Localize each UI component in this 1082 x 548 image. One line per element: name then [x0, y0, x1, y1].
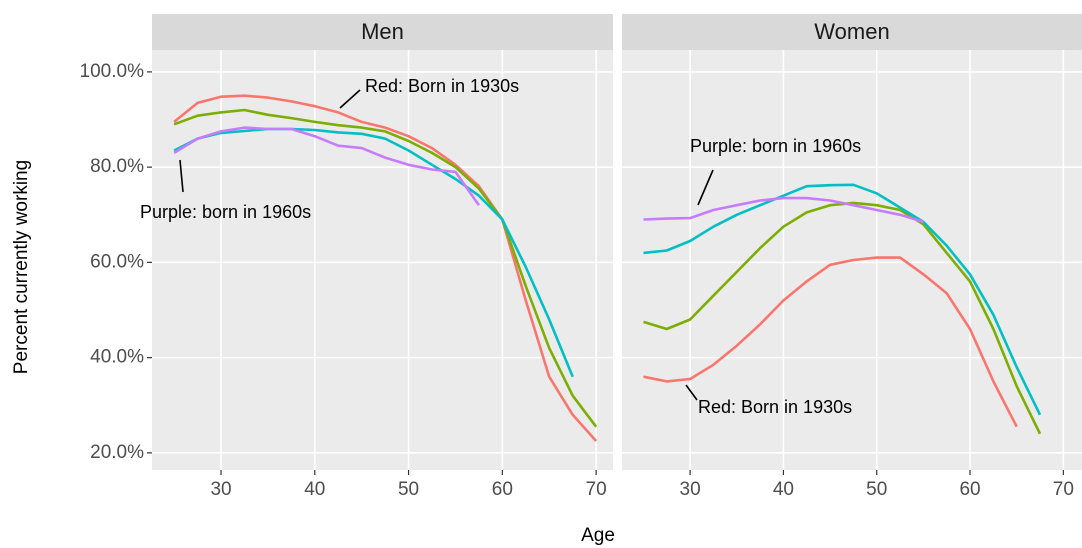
- panel-title: Women: [814, 19, 889, 44]
- annotation-pointer: [339, 89, 361, 109]
- annotation-pointer: [179, 159, 184, 193]
- x-tick-label: 60: [959, 479, 980, 500]
- x-tick-label: 30: [210, 479, 231, 500]
- annotation: Purple: born in 1960s: [140, 202, 311, 222]
- x-tick-label: 50: [398, 479, 419, 500]
- annotation-pointer: [685, 384, 698, 401]
- x-tick-label: 40: [773, 479, 794, 500]
- annotation-pointer: [697, 169, 714, 206]
- annotation: Purple: born in 1960s: [690, 136, 861, 156]
- line: [173, 108, 598, 428]
- y-tick-label: 60.0%: [90, 251, 144, 272]
- x-tick-label: 70: [1053, 479, 1074, 500]
- line: [173, 127, 574, 378]
- y-tick-label: 20.0%: [90, 442, 144, 463]
- x-tick-label: 50: [866, 479, 887, 500]
- strip: [152, 14, 613, 50]
- strip: [622, 14, 1082, 50]
- panel-title: Men: [361, 19, 404, 44]
- panel: [152, 50, 613, 470]
- line: [643, 196, 924, 224]
- x-tick-label: 40: [304, 479, 325, 500]
- x-tick-label: 60: [492, 479, 513, 500]
- line: [173, 94, 598, 442]
- line: [173, 126, 480, 206]
- y-tick-label: 100.0%: [80, 61, 145, 82]
- annotation: Red: Born in 1930s: [365, 76, 519, 96]
- x-axis-label: Age: [581, 525, 615, 546]
- y-tick-label: 80.0%: [90, 156, 144, 177]
- line: [643, 183, 1042, 416]
- x-tick-label: 70: [586, 479, 607, 500]
- y-tick-label: 40.0%: [90, 347, 144, 368]
- annotation: Red: Born in 1930s: [698, 397, 852, 417]
- y-axis-label: Percent currently working: [11, 160, 32, 374]
- x-tick-label: 30: [680, 479, 701, 500]
- line: [643, 256, 1018, 428]
